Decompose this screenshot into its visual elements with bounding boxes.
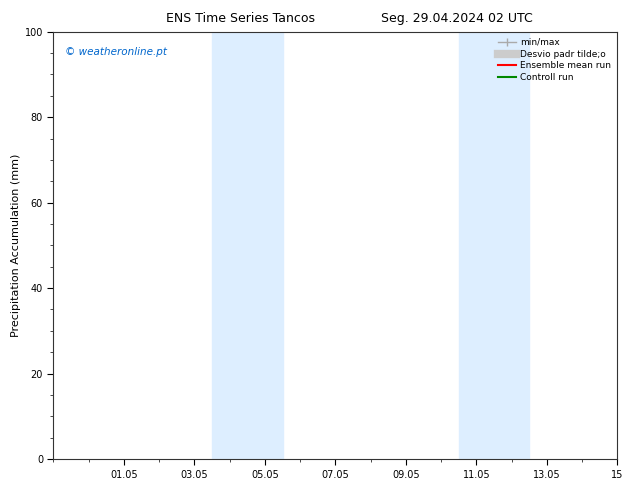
Text: ENS Time Series Tancos: ENS Time Series Tancos xyxy=(166,12,316,25)
Text: Seg. 29.04.2024 02 UTC: Seg. 29.04.2024 02 UTC xyxy=(380,12,533,25)
Bar xyxy=(459,32,529,459)
Legend: min/max, Desvio padr tilde;o, Ensemble mean run, Controll run: min/max, Desvio padr tilde;o, Ensemble m… xyxy=(495,34,614,86)
Bar xyxy=(212,32,283,459)
Y-axis label: Precipitation Accumulation (mm): Precipitation Accumulation (mm) xyxy=(11,154,20,337)
Text: © weatheronline.pt: © weatheronline.pt xyxy=(65,47,167,57)
